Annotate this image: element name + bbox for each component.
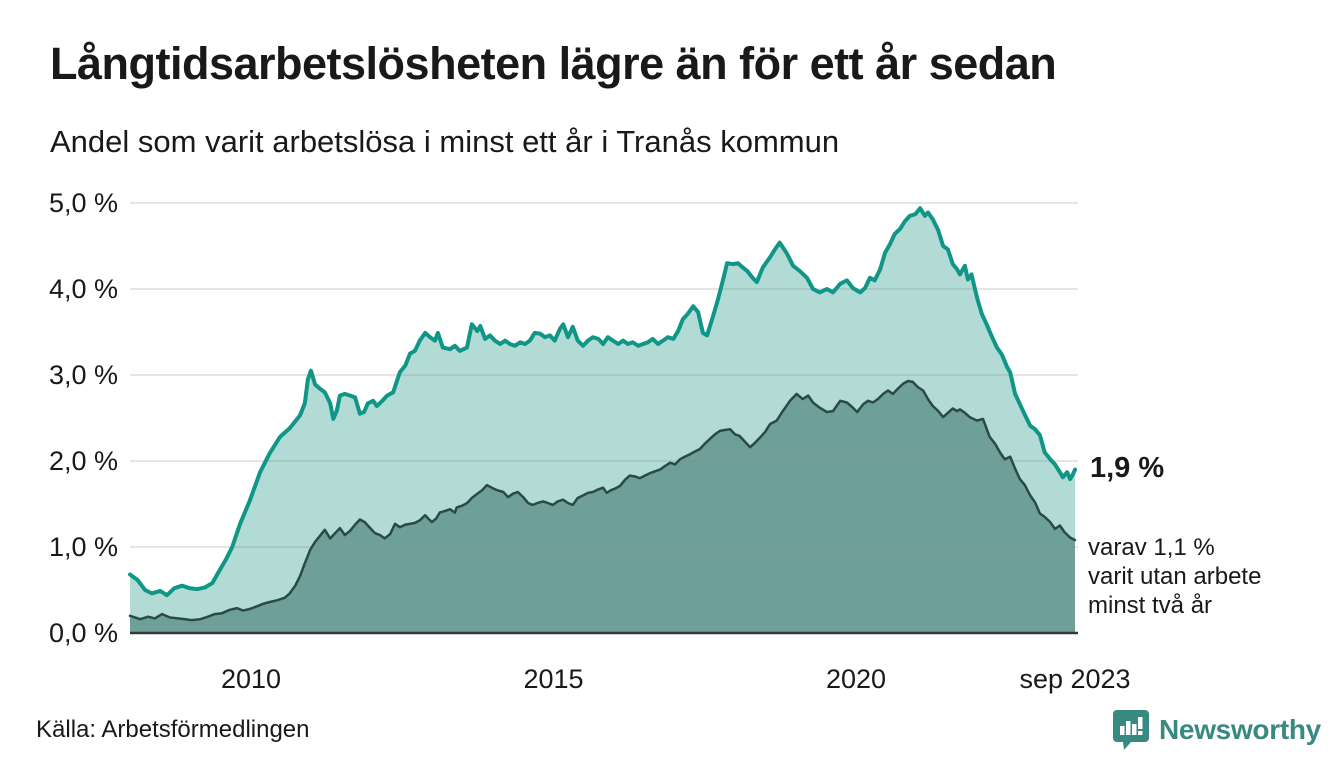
latest-value-label: 1,9 % xyxy=(1090,452,1165,484)
brand-name: Newsworthy xyxy=(1159,714,1321,745)
minst-ett-ar-line xyxy=(128,206,1077,598)
y-tick-label: 5,0 % xyxy=(49,188,118,218)
y-tick-label: 0,0 % xyxy=(49,618,118,648)
brand-logo: Newsworthy xyxy=(1112,708,1321,752)
x-tick-label: sep 2023 xyxy=(1019,664,1130,694)
source-note: Källa: Arbetsförmedlingen xyxy=(36,716,310,743)
x-tick-label: 2020 xyxy=(826,664,886,694)
newsworthy-bubble-chart-icon xyxy=(1112,709,1150,751)
minst-tva-ar-line xyxy=(128,379,1077,622)
x-tick-label: 2010 xyxy=(221,664,281,694)
breakdown-annotation: varav 1,1 % varit utan arbete minst två … xyxy=(1088,534,1262,619)
page-subtitle: Andel som varit arbetslösa i minst ett å… xyxy=(50,124,840,159)
y-tick-label: 4,0 % xyxy=(49,274,118,304)
x-tick-label: 2015 xyxy=(523,664,583,694)
y-tick-label: 2,0 % xyxy=(49,446,118,476)
page-title: Långtidsarbetslösheten lägre än för ett … xyxy=(50,38,1057,89)
y-tick-label: 3,0 % xyxy=(49,360,118,390)
y-tick-label: 1,0 % xyxy=(49,532,118,562)
minst-tva-ar-area xyxy=(130,381,1075,633)
